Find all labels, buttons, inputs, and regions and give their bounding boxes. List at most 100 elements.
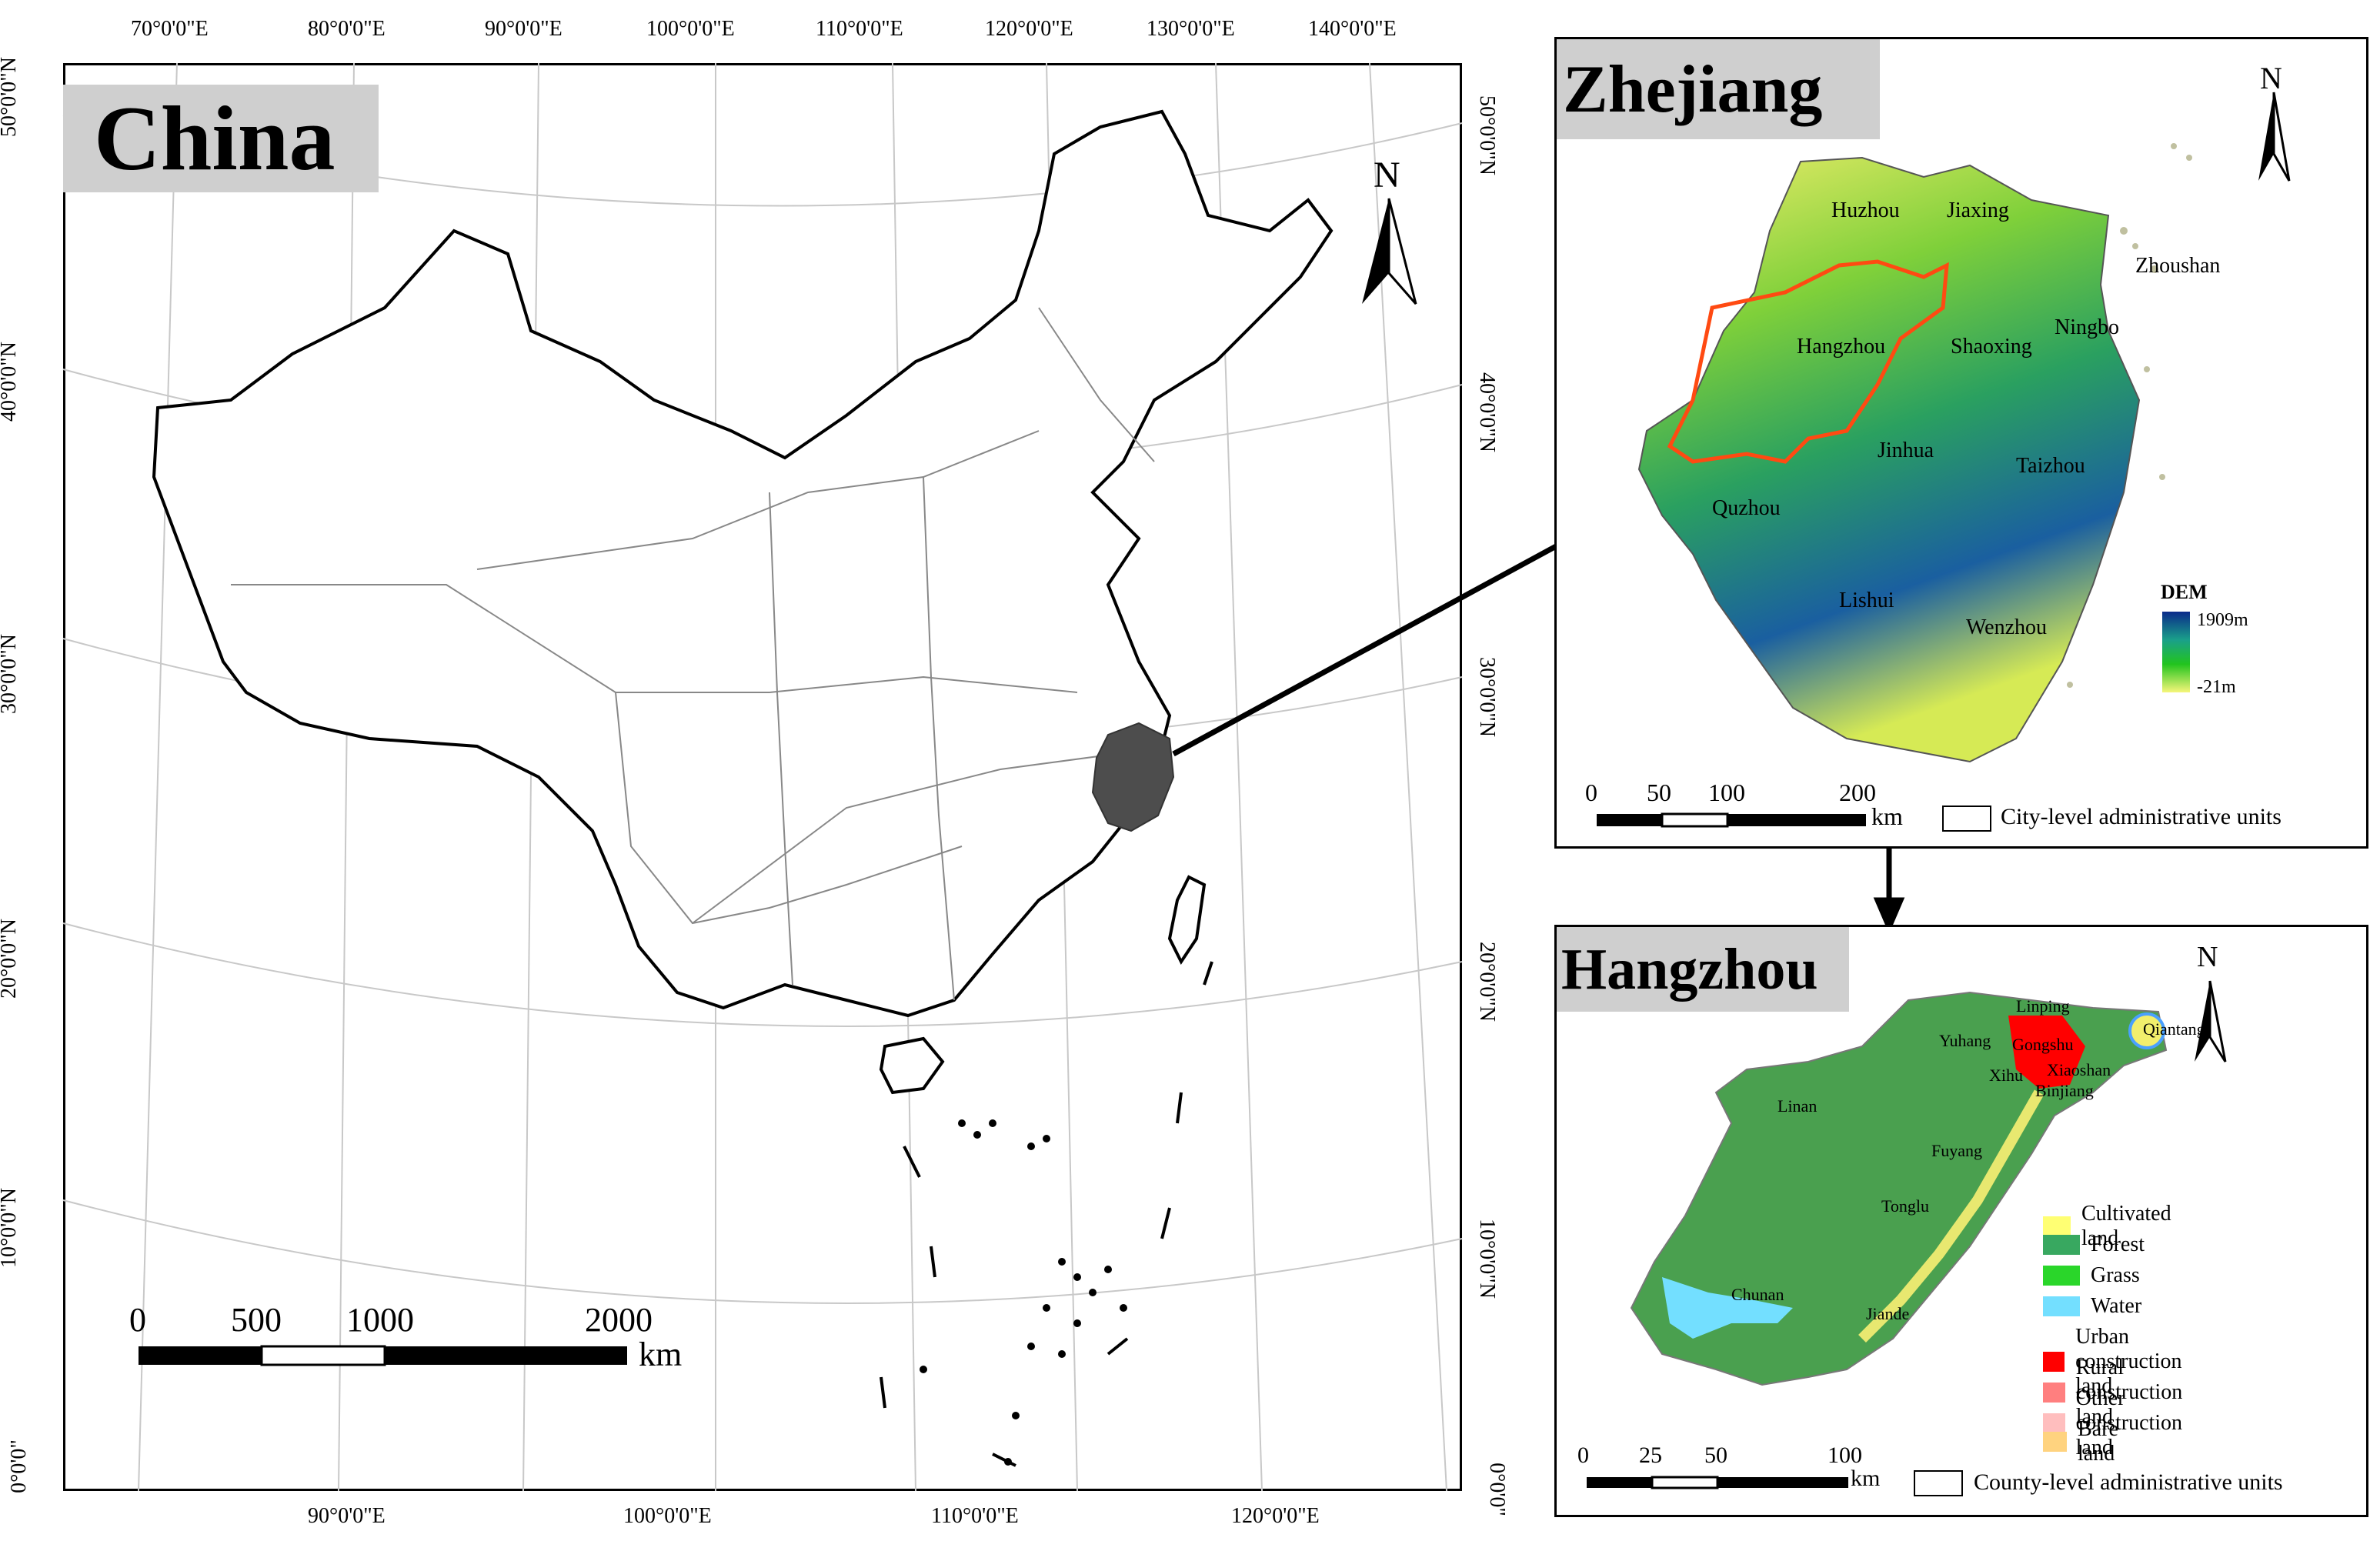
lon-tick-top: 120°0'0"E [985, 17, 1073, 41]
hz-scale-label: 0 [1577, 1443, 1589, 1468]
legend-grass: Grass [2043, 1263, 2140, 1288]
city-label: Wenzhou [1966, 615, 2048, 639]
hz-scale-label: 25 [1639, 1443, 1662, 1468]
district-label: Xihu [1989, 1066, 2023, 1085]
district-label: Qiantang [2143, 1019, 2205, 1039]
zhejiang-highlight [1091, 722, 1175, 832]
city-label: Hangzhou [1797, 335, 1886, 359]
legend-label: Forest [2091, 1232, 2145, 1256]
lon-tick-bottom: 100°0'0"E [623, 1504, 712, 1528]
district-label: Yuhang [1939, 1031, 1991, 1050]
city-label: Huzhou [1831, 198, 1900, 222]
swatch-water [2043, 1296, 2080, 1316]
legend-other: Other construction land [2043, 1386, 2197, 1460]
district-label: Fuyang [1931, 1141, 1982, 1160]
zj-scale-label: 50 [1647, 779, 1671, 806]
china-outline [152, 109, 1334, 1018]
district-label: Chunan [1731, 1285, 1784, 1304]
hangzhou-scale-bar [1587, 1476, 1848, 1489]
dem-min: -21m [2197, 677, 2236, 697]
legend-water: Water [2043, 1294, 2141, 1319]
swatch-rural [2043, 1383, 2065, 1403]
china-north-arrow-icon [1362, 198, 1417, 305]
zhejiang-dem-shape [1637, 156, 2141, 763]
zj-scale-label: 100 [1708, 779, 1745, 806]
legend-label: Rural construction land [2075, 1356, 2183, 1429]
lon-tick-top: 100°0'0"E [646, 17, 735, 41]
legend-bare: Bare land [2043, 1417, 2131, 1466]
city-label: Zhoushan [2135, 254, 2221, 278]
lon-tick-bottom: 90°0'0"E [308, 1504, 386, 1528]
swatch-bare [2043, 1432, 2068, 1452]
lon-tick-bottom: 110°0'0"E [931, 1504, 1019, 1528]
legend-label: Cultivated land [2081, 1202, 2171, 1250]
district-label: Tonglu [1881, 1196, 1930, 1216]
district-label: Jiande [1866, 1304, 1910, 1323]
zhejiang-scale-bar [1597, 812, 1866, 828]
china-scale-bar [139, 1345, 627, 1366]
lon-tick-top: 110°0'0"E [816, 17, 903, 41]
lon-tick-bottom: 120°0'0"E [1231, 1504, 1320, 1528]
hangzhou-boundary [1667, 259, 1949, 464]
district-label: Binjiang [2035, 1081, 2094, 1100]
zhejiang-islands [2067, 143, 2192, 688]
district-label: Linping [2016, 996, 2070, 1016]
zj-scale-label: 200 [1839, 779, 1876, 806]
qiantang-water [2128, 1012, 2165, 1049]
urban-area [2008, 1016, 2085, 1089]
china-title: China [63, 85, 379, 192]
city-label: Jinhua [1878, 439, 1934, 462]
district-label: Xiaoshan [2047, 1060, 2111, 1079]
swatch-cultivated [2043, 1216, 2071, 1236]
hz-scale-label: 50 [1704, 1443, 1727, 1468]
china-scale-label: 2000 [585, 1301, 653, 1339]
nine-dash-line [880, 961, 1213, 1467]
taiwan-island [1167, 875, 1207, 965]
district-label: Linan [1777, 1096, 1818, 1116]
legend-label: Urban construction land [2075, 1325, 2182, 1398]
lon-tick-top: 90°0'0"E [485, 17, 562, 41]
legend-label: Grass [2091, 1263, 2140, 1287]
province-lines [231, 307, 1155, 1001]
hz-scale-label: 100 [1828, 1443, 1862, 1468]
city-label: Taizhou [2016, 454, 2085, 478]
legend-forest: Forest [2043, 1232, 2145, 1257]
zj-scale-unit: km [1871, 802, 1903, 830]
china-scale-label: 0 [129, 1301, 146, 1339]
zhejiang-north-label: N [2260, 61, 2282, 95]
hainan-island [879, 1036, 945, 1095]
china-scale-unit: km [639, 1336, 683, 1373]
dem-title: DEM [2161, 581, 2208, 603]
hz-scale-unit: km [1851, 1466, 1881, 1491]
dem-colorbar [2162, 612, 2190, 692]
legend-label: Water [2091, 1294, 2142, 1318]
zj-units-legend-label: City-level administrative units [2001, 804, 2282, 829]
zj-scale-label: 0 [1585, 779, 1597, 806]
china-north-label: N [1374, 155, 1400, 195]
district-label: Gongshu [2012, 1035, 2074, 1054]
hangzhou-north-arrow-icon [2195, 980, 2227, 1062]
county-units-legend-swatch [1914, 1470, 1963, 1496]
hangzhou-north-label: N [2197, 941, 2218, 973]
swatch-grass [2043, 1266, 2080, 1286]
city-label: Lishui [1839, 589, 1894, 612]
swatch-forest [2043, 1235, 2080, 1255]
zhejiang-title: Zhejiang [1557, 39, 1880, 139]
legend-rural: Rural construction land [2043, 1356, 2197, 1429]
city-label: Shaoxing [1951, 335, 2032, 359]
swatch-urban [2043, 1352, 2065, 1372]
dem-max: 1909m [2197, 610, 2248, 630]
lon-tick-top: 80°0'0"E [308, 17, 386, 41]
qiandao-lake [1662, 1277, 1793, 1339]
legend-label: Bare land [2078, 1417, 2118, 1466]
city-units-legend-swatch [1942, 806, 1991, 832]
china-scale-label: 500 [231, 1301, 282, 1339]
city-label: Jiaxing [1947, 198, 2009, 222]
lon-tick-top: 70°0'0"E [131, 17, 209, 41]
city-label: Ningbo [2055, 315, 2119, 339]
city-label: Quzhou [1712, 496, 1781, 520]
swatch-other [2043, 1413, 2065, 1433]
hz-units-legend-label: County-level administrative units [1974, 1469, 2283, 1495]
